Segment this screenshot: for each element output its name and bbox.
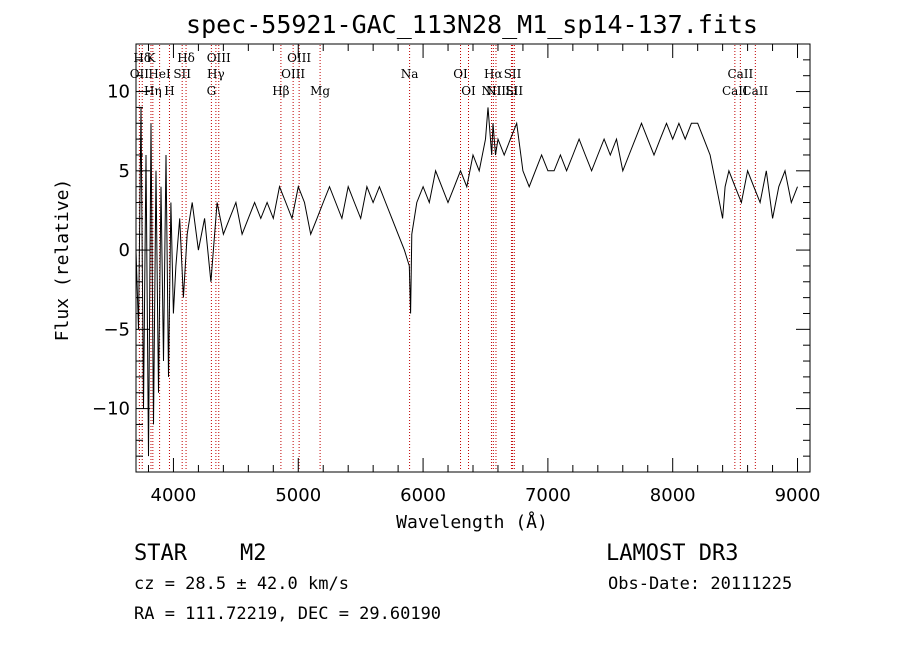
line-marker-label: Hη [144,84,162,98]
survey-name: LAMOST DR3 [606,541,738,566]
line-marker-label: OI [453,67,468,81]
x-tick: 5000 [275,44,321,506]
y-tick: 10 [107,82,810,103]
line-marker-label: CaII [722,84,748,98]
line-marker-label: SII [173,67,191,81]
x-tick-label: 5000 [275,485,321,506]
line-marker-label: Hγ [207,67,225,81]
y-tick-label: 10 [107,82,130,103]
line-marker-label: K [146,51,156,65]
x-tick: 8000 [650,44,696,506]
line-marker-label: OIII [281,67,305,81]
coordinates: RA = 111.72219, DEC = 29.60190 [134,604,441,624]
y-tick-label: 5 [119,161,130,182]
y-tick: −10 [92,399,810,420]
x-tick-label: 9000 [775,485,821,506]
y-tick: 5 [119,161,810,182]
redshift-velocity: cz = 28.5 ± 42.0 km/s [134,574,349,594]
line-marker-label: SII [505,84,523,98]
line-marker-label: Hα [484,67,503,81]
x-tick: 7000 [525,44,571,506]
x-tick-label: 7000 [525,485,571,506]
x-tick: 9000 [775,44,821,506]
x-axis-label: Wavelength (Å) [396,511,548,533]
line-marker-label: Na [401,67,419,81]
object-subclass: M2 [240,541,267,566]
line-marker-label: NII [481,84,501,98]
line-marker-label: OIII [287,51,311,65]
line-marker-label: H [164,84,174,98]
y-axis-label: Flux (relative) [52,179,73,342]
line-marker-label: OIII [207,51,231,65]
line-marker-label: G [207,84,217,98]
y-tick-label: −10 [92,399,130,420]
line-marker-label: NII [486,84,506,98]
line-marker-label: CaII [727,67,753,81]
line-marker-label: CaII [742,84,768,98]
chart-title: spec-55921-GAC_113N28_M1_sp14-137.fits [186,10,758,39]
line-marker-label: Li [506,84,518,98]
line-marker-label: SII [504,67,522,81]
line-marker-label: Mg [310,84,330,98]
line-marker-label: OII [130,67,150,81]
y-tick: −5 [103,319,810,340]
x-tick-label: 6000 [400,485,446,506]
object-class: STAR [134,541,188,566]
y-tick-label: 0 [119,240,130,261]
x-tick-label: 8000 [650,485,696,506]
plot-frame [135,43,811,473]
y-tick-label: −5 [103,319,130,340]
line-marker-label: Hβ [272,84,289,98]
observation-date: Obs-Date: 20111225 [608,574,792,594]
line-marker-label: HeI [148,67,171,81]
spectrum-line [135,107,798,457]
line-marker-label: Hδ [177,51,195,65]
x-tick: 4000 [151,44,197,506]
y-tick: 0 [119,240,810,261]
line-marker-label: OI [461,84,476,98]
x-tick-label: 4000 [151,485,197,506]
x-tick: 6000 [400,44,446,506]
line-marker-label: Hδ [133,51,151,65]
